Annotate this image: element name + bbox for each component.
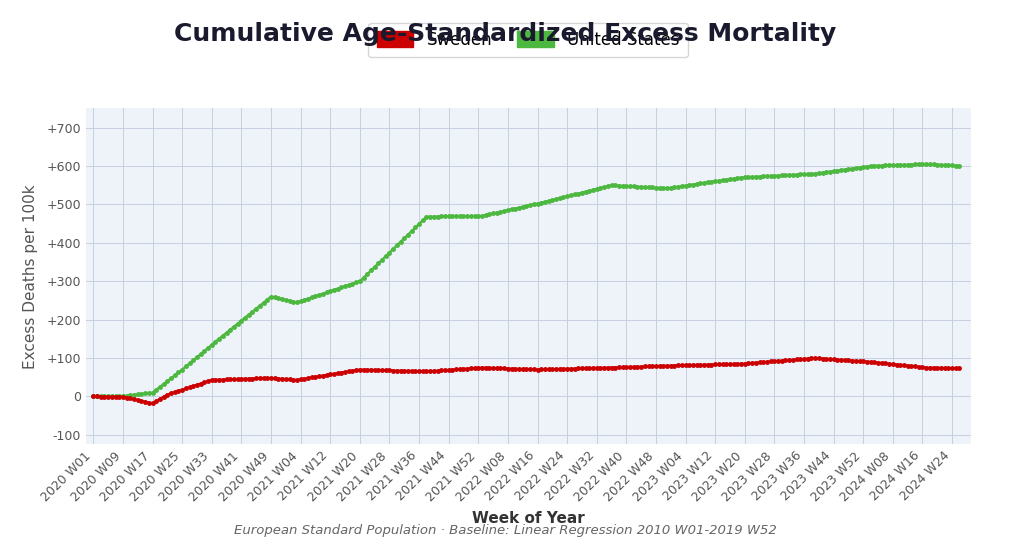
United States: [775, 172, 788, 179]
United States: [417, 217, 429, 223]
United States: [124, 392, 136, 398]
Sweden: [953, 365, 966, 372]
Y-axis label: Excess Deaths per 100k: Excess Deaths per 100k: [23, 184, 38, 369]
Sweden: [809, 355, 821, 362]
Text: Cumulative Age-Standardized Excess Mortality: Cumulative Age-Standardized Excess Morta…: [174, 22, 837, 46]
United States: [920, 161, 932, 167]
United States: [325, 288, 337, 294]
Sweden: [579, 365, 591, 372]
Line: Sweden: Sweden: [92, 356, 961, 405]
Sweden: [328, 371, 340, 377]
Sweden: [828, 356, 840, 363]
Text: European Standard Population · Baseline: Linear Regression 2010 W01-2019 W52: European Standard Population · Baseline:…: [235, 524, 776, 537]
X-axis label: Week of Year: Week of Year: [472, 511, 584, 526]
Sweden: [421, 368, 433, 375]
United States: [820, 169, 832, 176]
Line: United States: United States: [92, 163, 961, 398]
Sweden: [779, 357, 792, 364]
United States: [87, 393, 99, 399]
Sweden: [124, 395, 136, 402]
Legend: Sweden, United States: Sweden, United States: [368, 23, 688, 57]
United States: [576, 189, 588, 196]
Sweden: [147, 400, 159, 406]
Sweden: [87, 393, 99, 399]
United States: [953, 163, 966, 169]
